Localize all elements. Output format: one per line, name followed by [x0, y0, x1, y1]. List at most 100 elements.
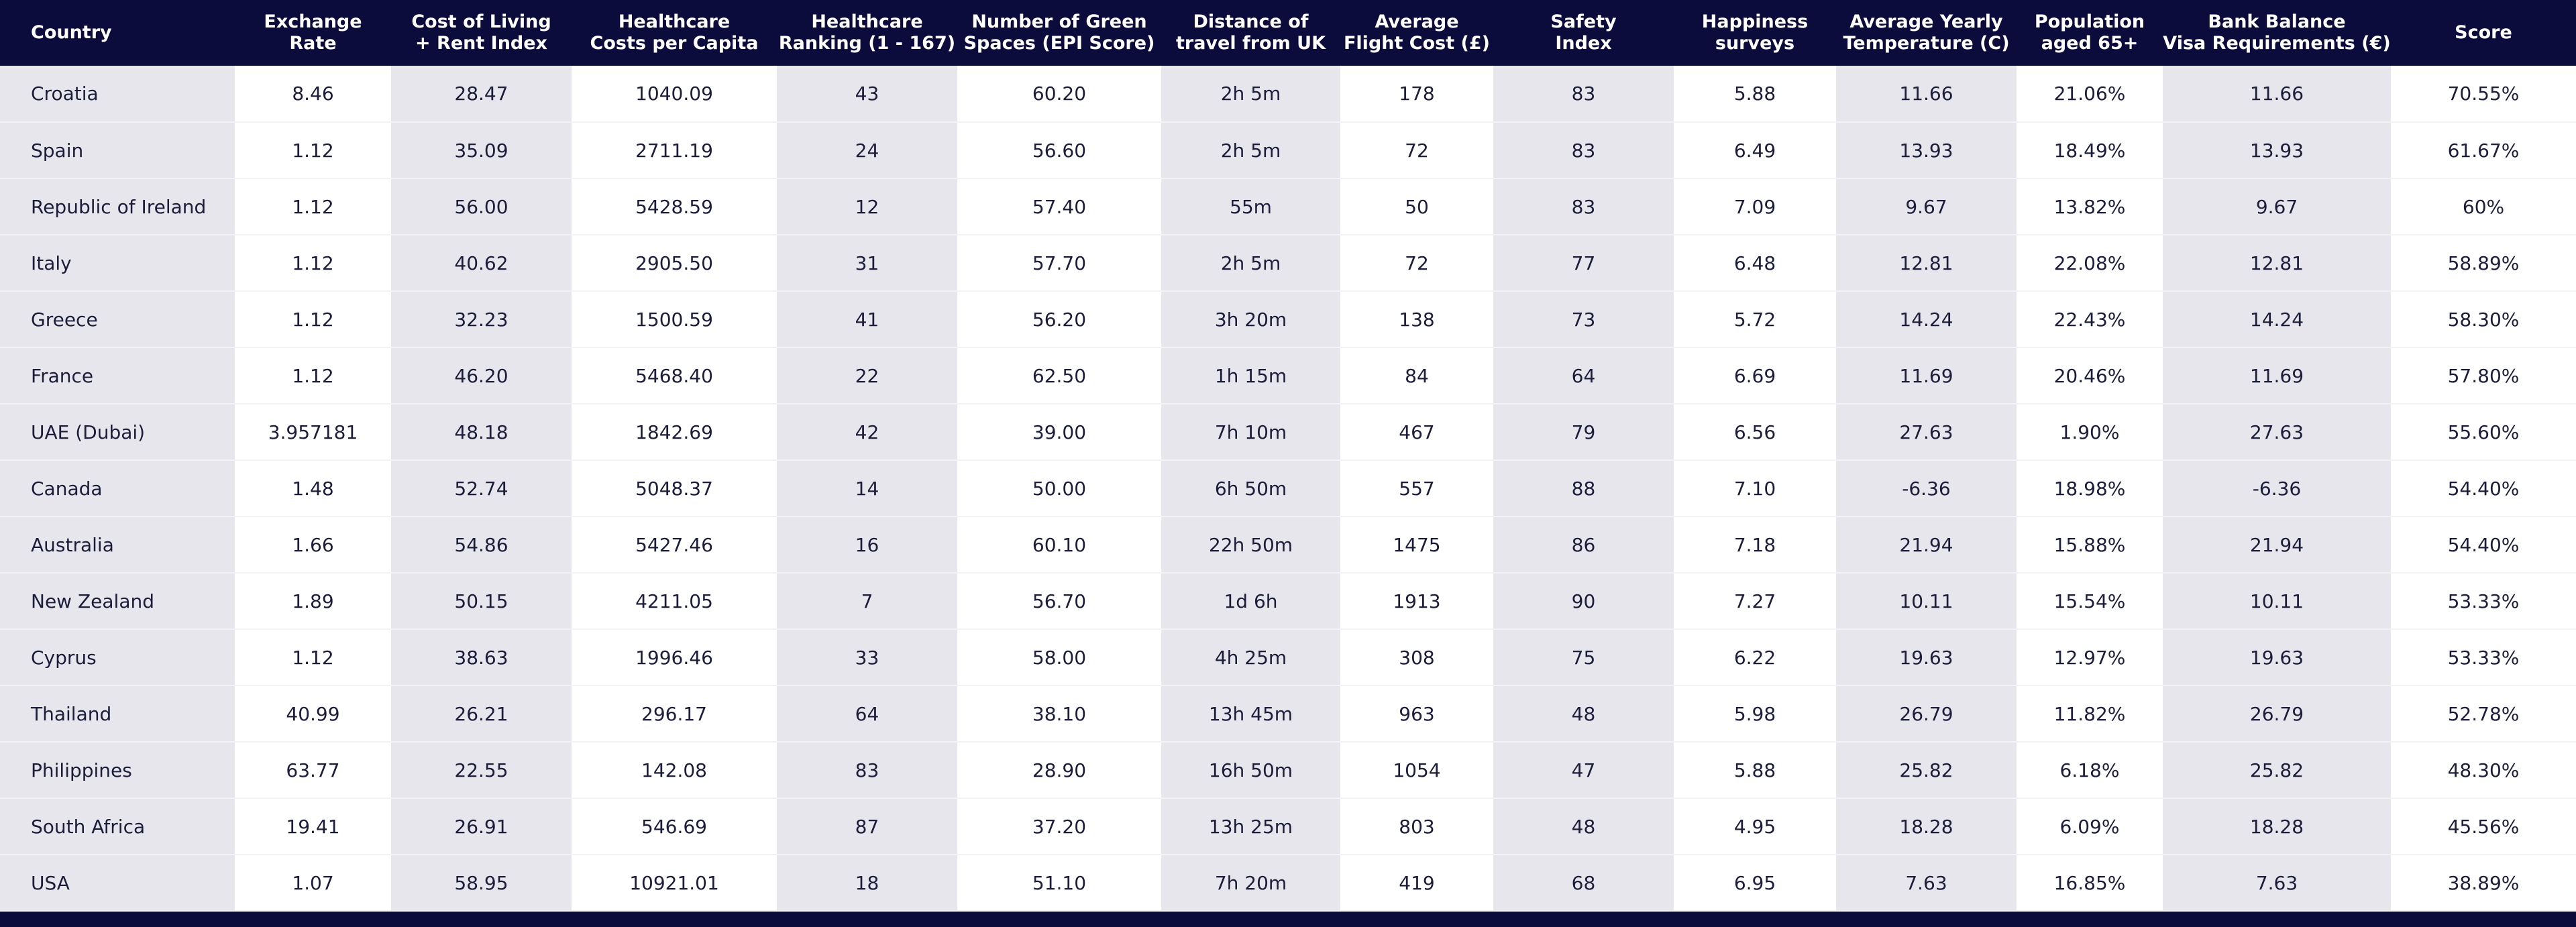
table-cell: 31 [777, 235, 957, 292]
table-cell: 55.60% [2391, 404, 2576, 461]
table-cell: 40.62 [391, 235, 572, 292]
table-cell: 38.63 [391, 629, 572, 686]
table-cell: 54.40% [2391, 516, 2576, 574]
table-cell: 1.12 [235, 347, 391, 404]
table-cell: 10.11 [2163, 573, 2391, 630]
table-cell: 18.98% [2017, 460, 2163, 517]
table-cell: 308 [1340, 629, 1493, 686]
table-row: Italy 1.12 40.62 2905.50 31 57.70 2h 5m 72 77 6.4… [0, 235, 2576, 292]
table-cell: 11.66 [1836, 66, 2017, 123]
table-cell: 48.30% [2391, 742, 2576, 799]
table-cell: 83 [1493, 178, 1674, 235]
table-cell: 19.63 [2163, 629, 2391, 686]
table-cell: 22.55 [391, 742, 572, 799]
table-cell: 11.69 [1836, 347, 2017, 404]
table-cell: 6.48 [1674, 235, 1836, 292]
table-row: UAE (Dubai) 3.957181 48.18 1842.69 42 39.00 7h… [0, 404, 2576, 461]
table-cell: 52.74 [391, 460, 572, 517]
table-row: Republic of Ireland 1.12 56.00 5428.59 12 57.… [0, 178, 2576, 235]
table-cell: 83 [1493, 122, 1674, 179]
column-header: Bank Balance Visa Requirements (€) [2163, 0, 2391, 66]
table-cell: 48 [1493, 798, 1674, 855]
table-cell: 7.63 [2163, 855, 2391, 912]
table-cell: 7h 20m [1161, 855, 1340, 912]
table-cell: 2711.19 [572, 122, 777, 179]
table-cell: 1.12 [235, 291, 391, 348]
table-cell: 19.41 [235, 798, 391, 855]
table-cell: 58.89% [2391, 235, 2576, 292]
column-header: Number of Green Spaces (EPI Score) [957, 0, 1161, 66]
table-cell: 18.28 [2163, 798, 2391, 855]
table-cell: 33 [777, 629, 957, 686]
table-cell: 22.43% [2017, 291, 2163, 348]
table-cell: 12 [777, 178, 957, 235]
table-cell: 47 [1493, 742, 1674, 799]
table-cell: 50.15 [391, 573, 572, 630]
row-label: Republic of Ireland [0, 178, 235, 235]
table-cell: 11.82% [2017, 686, 2163, 743]
table-cell: 10.11 [1836, 573, 2017, 630]
table-cell: 9.67 [1836, 178, 2017, 235]
row-label: Canada [0, 460, 235, 517]
table-cell: 22.08% [2017, 235, 2163, 292]
table-cell: 87 [777, 798, 957, 855]
table-cell: 53.33% [2391, 573, 2576, 630]
table-cell: 38.10 [957, 686, 1161, 743]
table-row: Australia 1.66 54.86 5427.46 16 60.10 22h 50m 1… [0, 516, 2576, 574]
table-cell: 10921.01 [572, 855, 777, 912]
header-row: Country Exchange Rate Cost of Living + Ren… [0, 0, 2576, 66]
table-cell: 5.98 [1674, 686, 1836, 743]
table-cell: 21.94 [1836, 516, 2017, 574]
table-cell: 6.95 [1674, 855, 1836, 912]
table-cell: 56.60 [957, 122, 1161, 179]
table-cell: 4.95 [1674, 798, 1836, 855]
column-header: Score [2391, 0, 2576, 66]
table-cell: 60.20 [957, 66, 1161, 123]
table-cell: 43 [777, 66, 957, 123]
table-cell: 20.46% [2017, 347, 2163, 404]
table-cell: 14.24 [2163, 291, 2391, 348]
table-cell: 7.27 [1674, 573, 1836, 630]
table-cell: 61.67% [2391, 122, 2576, 179]
table-cell: 50 [1340, 178, 1493, 235]
table-cell: 13h 45m [1161, 686, 1340, 743]
table-cell: 39.00 [957, 404, 1161, 461]
table-cell: 1.48 [235, 460, 391, 517]
table-row: Croatia 8.46 28.47 1040.09 43 60.20 2h 5m 178 83… [0, 66, 2576, 123]
table-cell: 1.12 [235, 122, 391, 179]
table-cell: 25.82 [2163, 742, 2391, 799]
table-cell: 7.63 [1836, 855, 2017, 912]
table-cell: 28.47 [391, 66, 572, 123]
table-cell: 72 [1340, 235, 1493, 292]
table-cell: 51.10 [957, 855, 1161, 912]
table-cell: 12.97% [2017, 629, 2163, 686]
table-cell: 21.94 [2163, 516, 2391, 574]
table-cell: 2h 5m [1161, 235, 1340, 292]
table-cell: 1.89 [235, 573, 391, 630]
column-header: Cost of Living + Rent Index [391, 0, 572, 66]
table-cell: 90 [1493, 573, 1674, 630]
table-cell: 52.78% [2391, 686, 2576, 743]
column-header: Distance of travel from UK [1161, 0, 1340, 66]
table-cell: 18.28 [1836, 798, 2017, 855]
table-cell: 1475 [1340, 516, 1493, 574]
table-cell: 38.89% [2391, 855, 2576, 912]
table-cell: 26.91 [391, 798, 572, 855]
table-cell: 21.06% [2017, 66, 2163, 123]
column-header: Country [0, 0, 235, 66]
table-cell: 12.81 [2163, 235, 2391, 292]
table-cell: 56.20 [957, 291, 1161, 348]
table-cell: 40.99 [235, 686, 391, 743]
table-cell: 11.66 [2163, 66, 2391, 123]
table-cell: 3h 20m [1161, 291, 1340, 348]
table-cell: 50.00 [957, 460, 1161, 517]
table-cell: 79 [1493, 404, 1674, 461]
table-cell: 46.20 [391, 347, 572, 404]
table-cell: 54.86 [391, 516, 572, 574]
table-cell: 68 [1493, 855, 1674, 912]
table-cell: 2h 5m [1161, 66, 1340, 123]
table-cell: 1h 15m [1161, 347, 1340, 404]
table-row: France 1.12 46.20 5468.40 22 62.50 1h 15m 84 64 6… [0, 347, 2576, 404]
row-label: Spain [0, 122, 235, 179]
table-cell: 138 [1340, 291, 1493, 348]
